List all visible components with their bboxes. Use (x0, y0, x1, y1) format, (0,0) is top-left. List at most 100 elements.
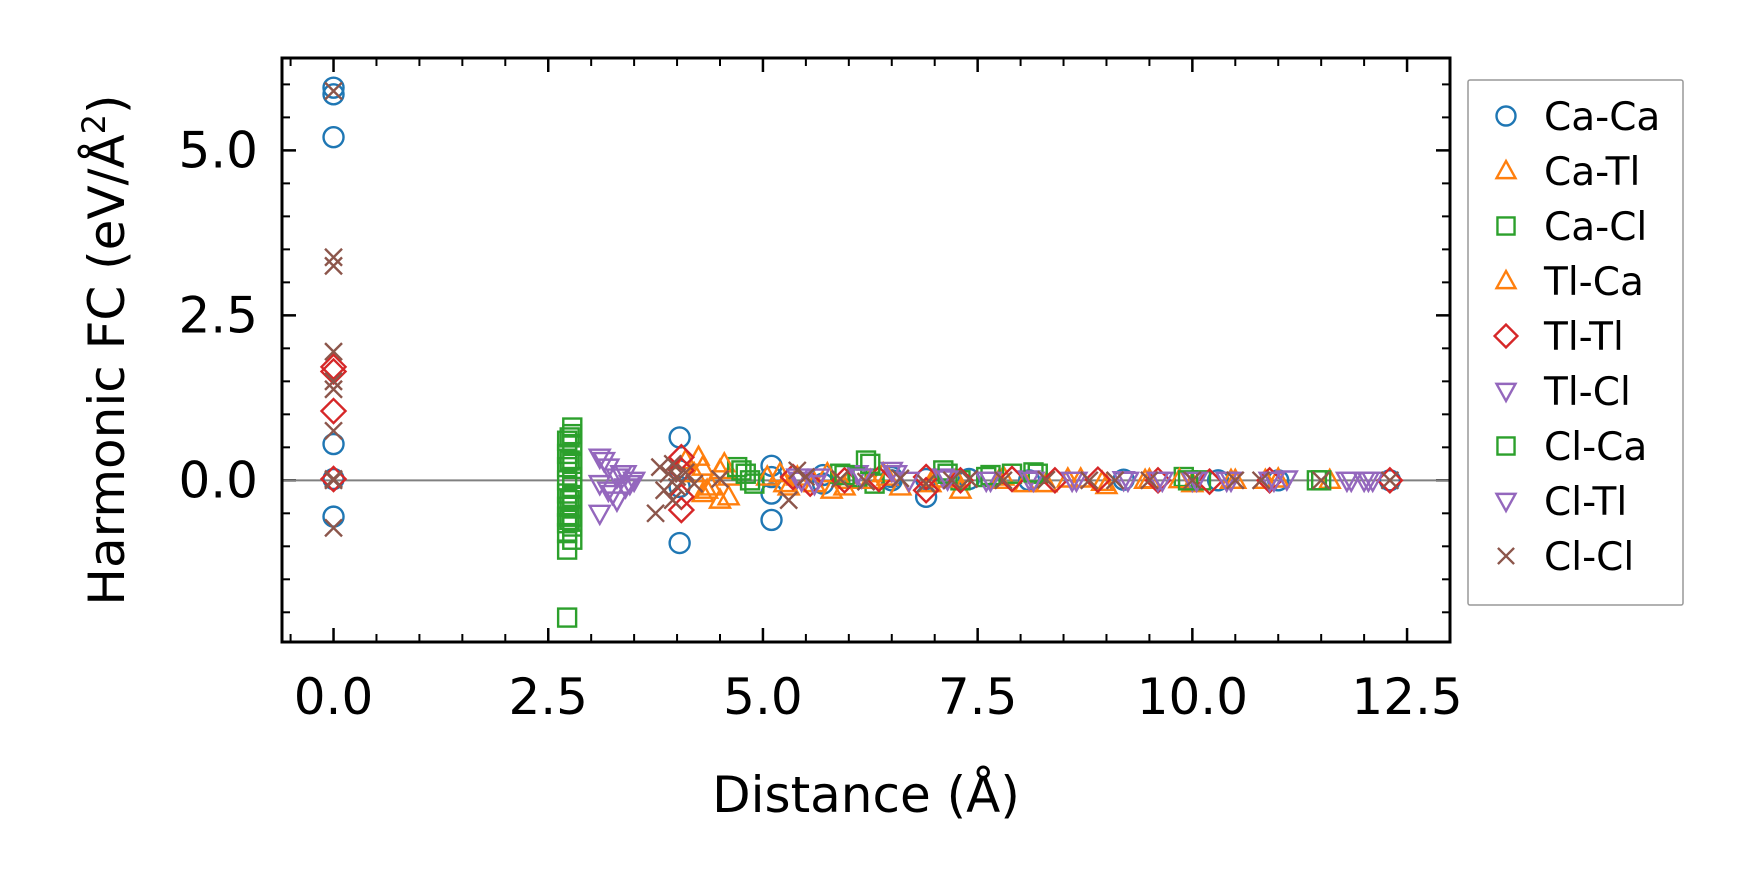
data-point (587, 504, 612, 527)
legend-label: Ca-Ca (1544, 95, 1660, 140)
data-point (324, 342, 343, 361)
data-point (562, 516, 583, 537)
series-ca-cl (556, 417, 1332, 628)
legend-label: Cl-Ca (1544, 425, 1647, 470)
legend-marker (1494, 382, 1518, 404)
series-cl-tl (592, 451, 1381, 507)
legend-item: Ca-Ca (1495, 95, 1660, 140)
x-axis: 0.0 2.5 5.0 7.5 10.0 12.5 (289, 58, 1463, 726)
data-point (324, 371, 343, 391)
x-tick-label: 7.5 (938, 668, 1018, 726)
y-axis: 0.0 2.5 5.0 (178, 83, 1450, 614)
x-tick-label: 12.5 (1351, 668, 1462, 726)
data-point (1251, 470, 1271, 490)
data-point (684, 474, 704, 493)
data-point (796, 467, 816, 487)
data-point (1021, 471, 1046, 494)
data-point (755, 464, 780, 486)
legend-label: Tl-Ca (1543, 260, 1644, 305)
x-tick-label: 5.0 (723, 668, 803, 726)
data-point (592, 451, 617, 474)
legend-label: Cl-Tl (1544, 480, 1627, 525)
data-point (650, 457, 670, 477)
data-point (779, 490, 799, 510)
x-tick-label: 0.0 (294, 668, 374, 726)
data-point (562, 529, 583, 550)
data-point (556, 522, 578, 544)
series-cl-cl (324, 81, 1400, 538)
data-point (879, 461, 904, 484)
legend-label: Ca-Cl (1544, 205, 1647, 250)
y-axis-label-superscript: 2 (75, 114, 113, 134)
data-point (1356, 471, 1381, 494)
data-point (760, 508, 783, 532)
data-point (682, 460, 707, 483)
data-point (1311, 470, 1331, 490)
data-point (690, 480, 715, 503)
legend-item: Ca-Cl (1496, 205, 1647, 250)
data-point (663, 454, 683, 474)
data-point (559, 509, 580, 531)
data-point (556, 430, 578, 451)
legend-label: Tl-Tl (1543, 315, 1624, 360)
data-point (319, 357, 348, 386)
data-point (322, 76, 345, 99)
data-point (668, 426, 691, 449)
data-point (319, 397, 348, 425)
data-point (978, 471, 1003, 494)
data-point (617, 474, 642, 497)
data-point (667, 496, 696, 524)
data-point (1339, 471, 1364, 494)
data-point (1183, 470, 1202, 490)
data-point (849, 468, 874, 490)
data-point (1261, 471, 1286, 494)
legend-item: Cl-Cl (1497, 535, 1634, 580)
y-tick-label: 2.5 (178, 286, 258, 344)
legend-marker (1494, 492, 1518, 514)
data-point (1306, 470, 1328, 491)
y-tick-label: 0.0 (178, 451, 258, 509)
data-point (1115, 471, 1140, 494)
legend-item: Ca-Tl (1494, 150, 1640, 195)
data-point (1037, 470, 1056, 490)
data-point (832, 473, 857, 496)
data-point (319, 353, 348, 381)
data-point (695, 477, 720, 499)
data-point (324, 81, 343, 101)
series-tl-tl (319, 353, 1404, 524)
data-point (1150, 471, 1175, 494)
legend-marker (1492, 322, 1520, 350)
legend-marker (1497, 547, 1515, 565)
data-point (324, 256, 343, 276)
legend-item: Tl-Tl (1492, 315, 1624, 360)
data-point (1195, 467, 1224, 496)
legend-marker (1496, 436, 1516, 456)
data-point (600, 484, 625, 507)
data-point (668, 531, 691, 555)
legend-marker (1496, 216, 1516, 236)
legend-label: Ca-Tl (1544, 150, 1640, 195)
y-tick-label: 5.0 (178, 121, 258, 179)
data-point (884, 465, 909, 487)
data-point (710, 469, 730, 489)
y-axis-label: Harmonic FC (eV/Å2) (75, 94, 136, 605)
data-point (324, 247, 343, 267)
data-point (556, 607, 578, 628)
data-point (556, 483, 578, 504)
data-point (830, 469, 850, 489)
plot-frame (280, 56, 1452, 644)
data-point (1177, 470, 1199, 491)
data-point (1084, 465, 1112, 494)
data-point (562, 433, 583, 455)
data-point (556, 470, 578, 491)
data-point (559, 489, 580, 511)
legend-item: Cl-Ca (1496, 425, 1647, 470)
data-point (994, 470, 1013, 490)
data-point (322, 432, 345, 456)
data-point (322, 83, 345, 106)
data-points (319, 76, 1404, 628)
x-tick-label: 10.0 (1137, 668, 1248, 726)
legend-item: Tl-Ca (1494, 260, 1644, 305)
data-point (946, 466, 975, 495)
data-point (712, 450, 737, 473)
